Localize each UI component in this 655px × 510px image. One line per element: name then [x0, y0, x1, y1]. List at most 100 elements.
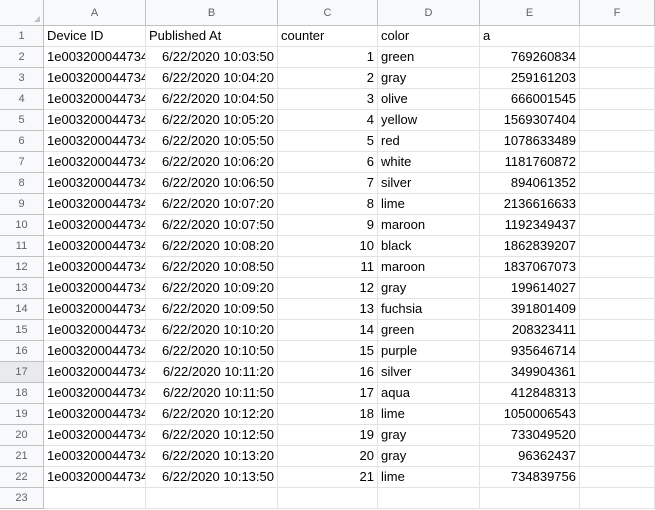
- cell-color[interactable]: gray: [378, 446, 480, 467]
- column-header-f[interactable]: F: [580, 0, 655, 26]
- cell-a[interactable]: 1192349437: [480, 215, 580, 236]
- cell-color[interactable]: white: [378, 152, 480, 173]
- cell[interactable]: [580, 404, 655, 425]
- cell[interactable]: [580, 194, 655, 215]
- cell-device-id[interactable]: 1e003200044734: [44, 173, 146, 194]
- cell-color[interactable]: green: [378, 320, 480, 341]
- cell[interactable]: [580, 68, 655, 89]
- cell[interactable]: [580, 110, 655, 131]
- cell-color[interactable]: silver: [378, 173, 480, 194]
- cell-a-header[interactable]: a: [480, 26, 580, 47]
- cell-counter[interactable]: 21: [278, 467, 378, 488]
- cell-published-at[interactable]: 6/22/2020 10:09:50: [146, 299, 278, 320]
- row-header[interactable]: 17: [0, 362, 44, 383]
- cell-device-id[interactable]: 1e003200044734: [44, 47, 146, 68]
- cell-a[interactable]: 1569307404: [480, 110, 580, 131]
- cell-a[interactable]: 1050006543: [480, 404, 580, 425]
- cell[interactable]: [580, 425, 655, 446]
- cell-counter[interactable]: 17: [278, 383, 378, 404]
- cell-counter[interactable]: 10: [278, 236, 378, 257]
- cell-color[interactable]: lime: [378, 404, 480, 425]
- cell-a[interactable]: 935646714: [480, 341, 580, 362]
- cell-color[interactable]: aqua: [378, 383, 480, 404]
- row-header[interactable]: 14: [0, 299, 44, 320]
- cell-device-id[interactable]: 1e003200044734: [44, 362, 146, 383]
- row-header[interactable]: 12: [0, 257, 44, 278]
- cell[interactable]: [580, 257, 655, 278]
- cell-a[interactable]: 769260834: [480, 47, 580, 68]
- cell-color[interactable]: gray: [378, 68, 480, 89]
- cell-color[interactable]: maroon: [378, 215, 480, 236]
- cell-f-header[interactable]: [580, 26, 655, 47]
- cell-published-at[interactable]: 6/22/2020 10:11:50: [146, 383, 278, 404]
- column-header-a[interactable]: A: [44, 0, 146, 26]
- cell-published-at[interactable]: 6/22/2020 10:09:20: [146, 278, 278, 299]
- cell-a[interactable]: 1862839207: [480, 236, 580, 257]
- cell-device-id-header[interactable]: Device ID: [44, 26, 146, 47]
- cell-a[interactable]: 734839756: [480, 467, 580, 488]
- row-header[interactable]: 4: [0, 89, 44, 110]
- cell[interactable]: [580, 215, 655, 236]
- cell-published-at[interactable]: 6/22/2020 10:08:20: [146, 236, 278, 257]
- row-header[interactable]: 21: [0, 446, 44, 467]
- cell-color[interactable]: silver: [378, 362, 480, 383]
- row-header[interactable]: 6: [0, 131, 44, 152]
- cell-counter-header[interactable]: counter: [278, 26, 378, 47]
- row-header[interactable]: 19: [0, 404, 44, 425]
- cell-published-at[interactable]: 6/22/2020 10:13:20: [146, 446, 278, 467]
- row-header[interactable]: 13: [0, 278, 44, 299]
- cell-color[interactable]: purple: [378, 341, 480, 362]
- cell-device-id[interactable]: 1e003200044734: [44, 341, 146, 362]
- row-header[interactable]: 8: [0, 173, 44, 194]
- row-header[interactable]: 7: [0, 152, 44, 173]
- cell-counter[interactable]: 16: [278, 362, 378, 383]
- cell-counter[interactable]: 7: [278, 173, 378, 194]
- cell-device-id[interactable]: 1e003200044734: [44, 152, 146, 173]
- cell[interactable]: [580, 320, 655, 341]
- row-header[interactable]: 11: [0, 236, 44, 257]
- row-header[interactable]: 18: [0, 383, 44, 404]
- cell-published-at[interactable]: 6/22/2020 10:10:50: [146, 341, 278, 362]
- cell[interactable]: [146, 488, 278, 509]
- cell-device-id[interactable]: 1e003200044734: [44, 320, 146, 341]
- cell-counter[interactable]: 1: [278, 47, 378, 68]
- cell-color[interactable]: yellow: [378, 110, 480, 131]
- cell-a[interactable]: 412848313: [480, 383, 580, 404]
- cell[interactable]: [378, 488, 480, 509]
- cell-device-id[interactable]: 1e003200044734: [44, 278, 146, 299]
- cell-a[interactable]: 199614027: [480, 278, 580, 299]
- cell-a[interactable]: 1181760872: [480, 152, 580, 173]
- cell-counter[interactable]: 11: [278, 257, 378, 278]
- cell-published-at[interactable]: 6/22/2020 10:04:50: [146, 89, 278, 110]
- row-header[interactable]: 9: [0, 194, 44, 215]
- cell[interactable]: [580, 362, 655, 383]
- cell-device-id[interactable]: 1e003200044734: [44, 299, 146, 320]
- cell-a[interactable]: 259161203: [480, 68, 580, 89]
- cell-device-id[interactable]: 1e003200044734: [44, 236, 146, 257]
- cell-published-at[interactable]: 6/22/2020 10:06:20: [146, 152, 278, 173]
- cell-device-id[interactable]: 1e003200044734: [44, 404, 146, 425]
- column-header-b[interactable]: B: [146, 0, 278, 26]
- cell-device-id[interactable]: 1e003200044734: [44, 446, 146, 467]
- cell-a[interactable]: 666001545: [480, 89, 580, 110]
- row-header[interactable]: 15: [0, 320, 44, 341]
- cell-counter[interactable]: 13: [278, 299, 378, 320]
- cell-device-id[interactable]: 1e003200044734: [44, 68, 146, 89]
- cell[interactable]: [580, 89, 655, 110]
- cell-color-header[interactable]: color: [378, 26, 480, 47]
- cell-published-at[interactable]: 6/22/2020 10:12:20: [146, 404, 278, 425]
- column-header-c[interactable]: C: [278, 0, 378, 26]
- cell-counter[interactable]: 5: [278, 131, 378, 152]
- row-header[interactable]: 22: [0, 467, 44, 488]
- cell[interactable]: [580, 467, 655, 488]
- cell-color[interactable]: lime: [378, 194, 480, 215]
- cell[interactable]: [580, 131, 655, 152]
- cell-color[interactable]: olive: [378, 89, 480, 110]
- row-header[interactable]: 1: [0, 26, 44, 47]
- cell-published-at[interactable]: 6/22/2020 10:13:50: [146, 467, 278, 488]
- cell-device-id[interactable]: 1e003200044734: [44, 131, 146, 152]
- cell[interactable]: [580, 152, 655, 173]
- cell-counter[interactable]: 6: [278, 152, 378, 173]
- cell-color[interactable]: black: [378, 236, 480, 257]
- cell-published-at[interactable]: 6/22/2020 10:10:20: [146, 320, 278, 341]
